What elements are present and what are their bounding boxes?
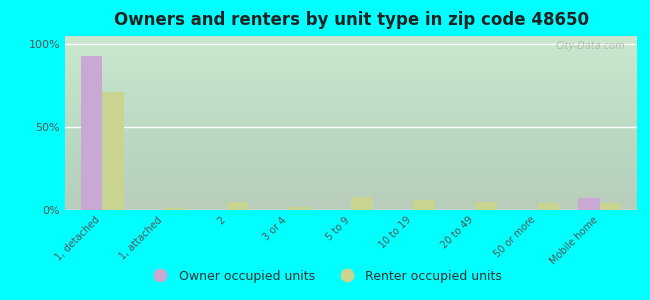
Bar [81,56,102,210]
Legend: Owner occupied units, Renter occupied units: Owner occupied units, Renter occupied un… [143,265,507,288]
Bar [475,202,497,210]
Bar [289,207,311,210]
Title: Owners and renters by unit type in zip code 48650: Owners and renters by unit type in zip c… [114,11,588,29]
Bar [102,92,124,210]
Text: City-Data.com: City-Data.com [556,41,625,51]
Bar [227,202,248,210]
Bar [600,203,621,210]
Bar [413,200,435,210]
Bar [164,208,187,210]
Bar [351,197,372,210]
Bar [538,203,559,210]
Bar [578,198,600,210]
